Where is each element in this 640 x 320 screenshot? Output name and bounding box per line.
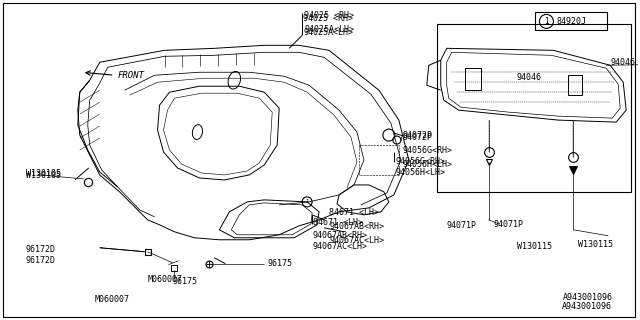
Bar: [536, 12, 607, 30]
Text: 84671 <LH>: 84671 <LH>: [329, 208, 379, 217]
Text: 94067AB<RH>: 94067AB<RH>: [313, 231, 368, 240]
Text: 1: 1: [305, 199, 309, 204]
Text: M060007: M060007: [148, 275, 182, 284]
Text: 96175: 96175: [268, 259, 292, 268]
Text: 94025A<LH>: 94025A<LH>: [303, 28, 353, 37]
Bar: [568, 75, 582, 95]
Text: 96175: 96175: [172, 277, 197, 286]
Text: FRONT: FRONT: [118, 71, 145, 80]
Text: 94025 <RH>: 94025 <RH>: [304, 11, 354, 20]
Text: 94072P: 94072P: [402, 133, 432, 142]
Text: A943001096: A943001096: [563, 293, 613, 302]
Text: 94067AC<LH>: 94067AC<LH>: [313, 242, 368, 251]
Text: 94067AC<LH>: 94067AC<LH>: [329, 236, 384, 245]
Text: 94025A<LH>: 94025A<LH>: [304, 25, 354, 34]
Text: 94067AB<RH>: 94067AB<RH>: [329, 222, 384, 231]
Text: 96172D: 96172D: [26, 245, 56, 254]
Text: 94056G<RH>: 94056G<RH>: [403, 146, 453, 155]
Text: 94056H<LH>: 94056H<LH>: [403, 161, 453, 170]
Bar: [436, 24, 631, 192]
Text: 94025 <RH>: 94025 <RH>: [303, 13, 353, 22]
Text: 94046: 94046: [517, 73, 542, 82]
Text: 94071P: 94071P: [447, 221, 477, 230]
Text: M060007: M060007: [95, 295, 129, 304]
Text: W130115: W130115: [517, 242, 552, 251]
Text: 94056G<RH>: 94056G<RH>: [396, 157, 445, 166]
Text: 84671 <LH>: 84671 <LH>: [313, 218, 363, 227]
Text: W130115: W130115: [579, 240, 613, 249]
Text: 94071P: 94071P: [493, 220, 524, 229]
Text: 94072P: 94072P: [403, 131, 433, 140]
Text: 1: 1: [544, 17, 548, 26]
Text: W130105: W130105: [26, 170, 61, 179]
Text: 96172D: 96172D: [26, 256, 56, 265]
Bar: [465, 68, 481, 90]
Text: W130105: W130105: [26, 172, 61, 180]
Text: 94056H<LH>: 94056H<LH>: [396, 168, 445, 177]
Text: 94046: 94046: [611, 58, 636, 67]
Text: 84920J: 84920J: [556, 17, 586, 26]
Text: A943001096: A943001096: [562, 302, 612, 311]
